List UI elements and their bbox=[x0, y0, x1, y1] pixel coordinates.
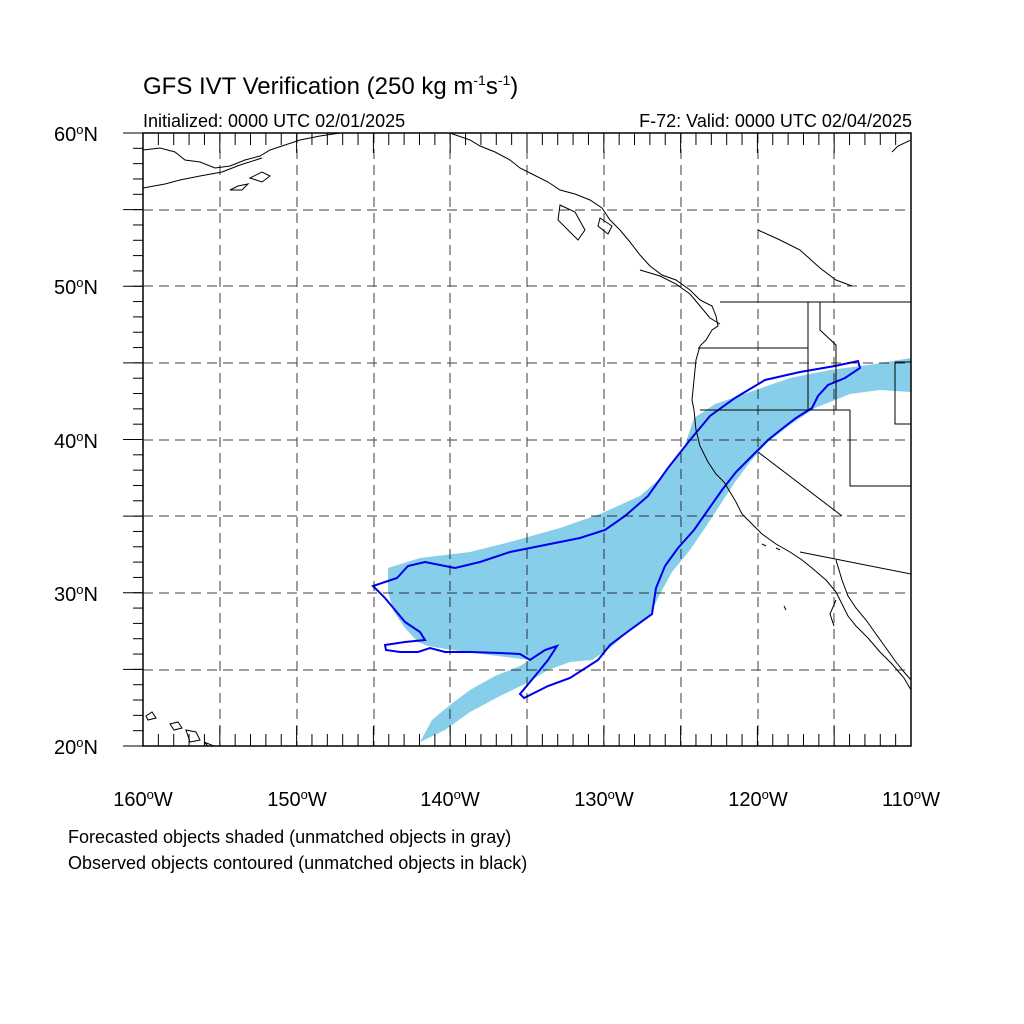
lat-label: 50oN bbox=[54, 275, 98, 299]
lon-label: 150oW bbox=[267, 787, 327, 811]
map-title: GFS IVT Verification (250 kg m-1s-1) bbox=[143, 72, 519, 100]
lon-label: 130oW bbox=[574, 787, 634, 811]
caption-forecast: Forecasted objects shaded (unmatched obj… bbox=[68, 827, 512, 847]
lon-label: 160oW bbox=[113, 787, 173, 811]
observed-ivt-contour bbox=[371, 359, 862, 700]
forecast-ivt-object bbox=[388, 358, 911, 742]
lat-label: 20oN bbox=[54, 735, 98, 759]
lon-label: 140oW bbox=[420, 787, 480, 811]
lat-label: 30oN bbox=[54, 582, 98, 606]
longitude-labels: 160oW 150oW 140oW 130oW 120oW 110oW bbox=[113, 787, 940, 811]
caption-observed: Observed objects contoured (unmatched ob… bbox=[68, 853, 528, 873]
initialized-time: Initialized: 0000 UTC 02/01/2025 bbox=[143, 111, 406, 131]
lat-label: 40oN bbox=[54, 429, 98, 453]
axis-ticks bbox=[123, 132, 912, 747]
lon-label: 110oW bbox=[882, 787, 940, 811]
lat-label: 60oN bbox=[54, 122, 98, 146]
lon-label: 120oW bbox=[728, 787, 788, 811]
coastlines bbox=[143, 133, 911, 746]
valid-time: F-72: Valid: 0000 UTC 02/04/2025 bbox=[639, 111, 912, 131]
latitude-labels: 60oN 50oN 40oN 30oN 20oN bbox=[54, 122, 98, 759]
graticule bbox=[143, 133, 911, 746]
